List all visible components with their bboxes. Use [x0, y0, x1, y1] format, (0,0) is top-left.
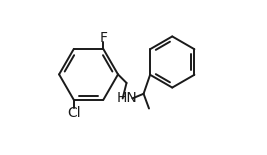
Text: HN: HN	[117, 91, 138, 105]
Text: F: F	[99, 31, 107, 45]
Text: Cl: Cl	[67, 106, 81, 120]
